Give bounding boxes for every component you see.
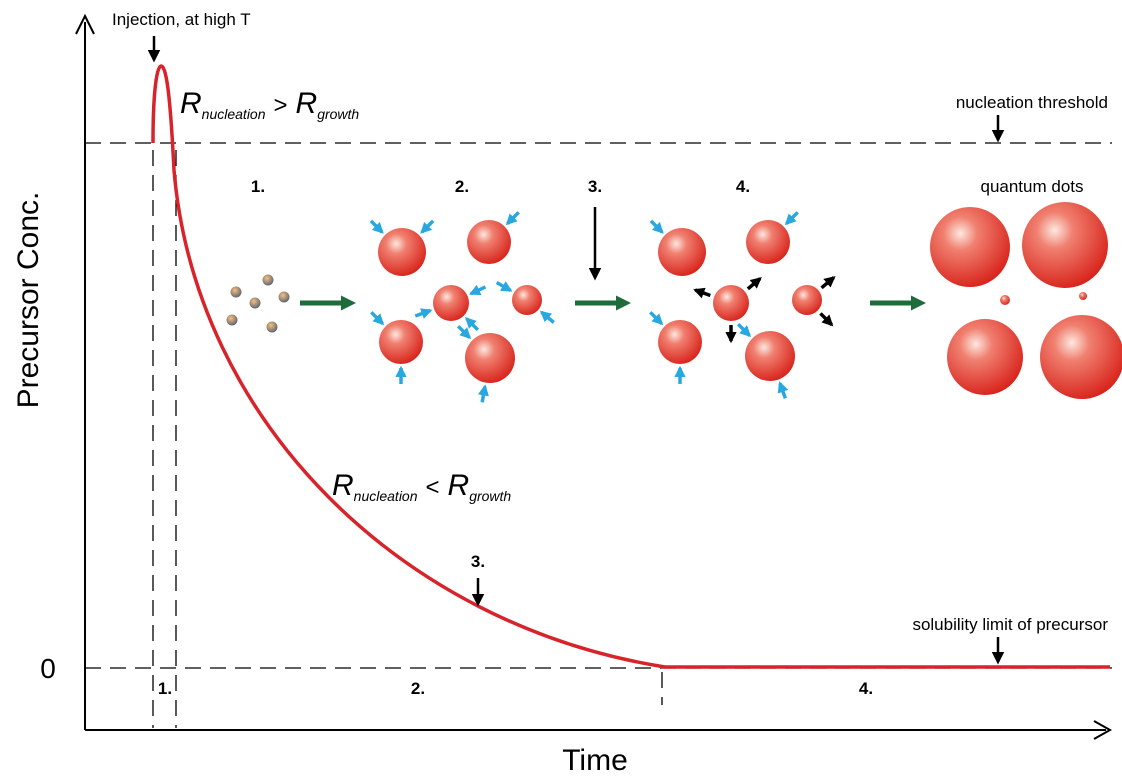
particle xyxy=(745,331,795,381)
growth-arrow xyxy=(420,219,435,234)
quantum-dots-label: quantum dots xyxy=(980,177,1083,196)
particle xyxy=(378,228,426,276)
rate-relation: Rnucleation > Rgrowth xyxy=(180,87,359,122)
stage-label: 1. xyxy=(251,177,265,196)
stage-label: 2. xyxy=(455,177,469,196)
y-axis xyxy=(75,13,95,730)
particle xyxy=(1000,295,1010,305)
growth-arrow xyxy=(414,308,433,319)
growth-arrow xyxy=(736,322,752,338)
particle xyxy=(1079,292,1087,300)
illustration xyxy=(226,202,1122,403)
precursor xyxy=(262,274,274,286)
dissolution-arrow xyxy=(819,312,834,327)
growth-arrow xyxy=(370,311,385,326)
particle xyxy=(930,207,1010,287)
subscript: growth xyxy=(317,106,359,122)
threshold-label: nucleation threshold xyxy=(956,93,1108,112)
particle xyxy=(1040,315,1122,399)
injection-label: Injection, at high T xyxy=(112,10,251,29)
growth-arrow xyxy=(505,211,520,226)
subscript: growth xyxy=(469,488,511,504)
growth-arrow xyxy=(649,219,664,234)
dissolution-arrow xyxy=(693,287,711,299)
solubility-label: solubility limit of precursor xyxy=(912,615,1108,634)
precursor xyxy=(226,314,238,326)
rate-relation: Rnucleation < Rgrowth xyxy=(332,469,511,504)
particle xyxy=(746,220,790,264)
subscript: nucleation xyxy=(354,488,418,504)
y-axis-label: Precursor Conc. xyxy=(12,192,45,409)
particle xyxy=(713,285,749,321)
particle xyxy=(658,228,706,276)
curve-stage-label: 3. xyxy=(471,552,485,571)
stage-label: 3. xyxy=(588,177,602,196)
stage-label: 2. xyxy=(411,679,425,698)
operator: > xyxy=(274,92,288,119)
symbol: R xyxy=(332,469,354,502)
growth-arrow xyxy=(369,219,384,234)
growth-arrow xyxy=(539,310,555,324)
x-axis-label: Time xyxy=(562,744,628,777)
precursor xyxy=(249,297,261,309)
particle xyxy=(947,319,1023,395)
particle xyxy=(512,285,542,315)
symbol: R xyxy=(448,469,470,502)
growth-arrow xyxy=(464,316,480,332)
stage-label: 1. xyxy=(158,679,172,698)
y-zero-label: 0 xyxy=(40,653,56,684)
dissolution-arrow xyxy=(746,277,762,291)
growth-arrow xyxy=(477,384,489,403)
x-axis xyxy=(85,720,1113,740)
particle xyxy=(465,333,515,383)
precursor xyxy=(266,321,278,333)
symbol: R xyxy=(296,87,318,120)
growth-arrow xyxy=(468,284,487,296)
growth-arrow xyxy=(784,211,799,226)
growth-arrow xyxy=(649,311,664,326)
particle xyxy=(379,320,423,364)
growth-arrow xyxy=(495,280,513,293)
stage-label: 4. xyxy=(859,679,873,698)
particle xyxy=(658,320,702,364)
precursor xyxy=(278,291,290,303)
dissolution-arrow xyxy=(820,276,836,290)
subscript: nucleation xyxy=(202,106,266,122)
stage-label: 4. xyxy=(736,177,750,196)
operator: < xyxy=(426,474,440,501)
growth-arrow xyxy=(456,324,472,340)
symbol: R xyxy=(180,87,202,120)
particle xyxy=(433,285,469,321)
particle xyxy=(1022,202,1108,288)
particle xyxy=(467,220,511,264)
precursor xyxy=(230,286,242,298)
growth-arrow xyxy=(777,381,789,399)
particle xyxy=(792,285,822,315)
